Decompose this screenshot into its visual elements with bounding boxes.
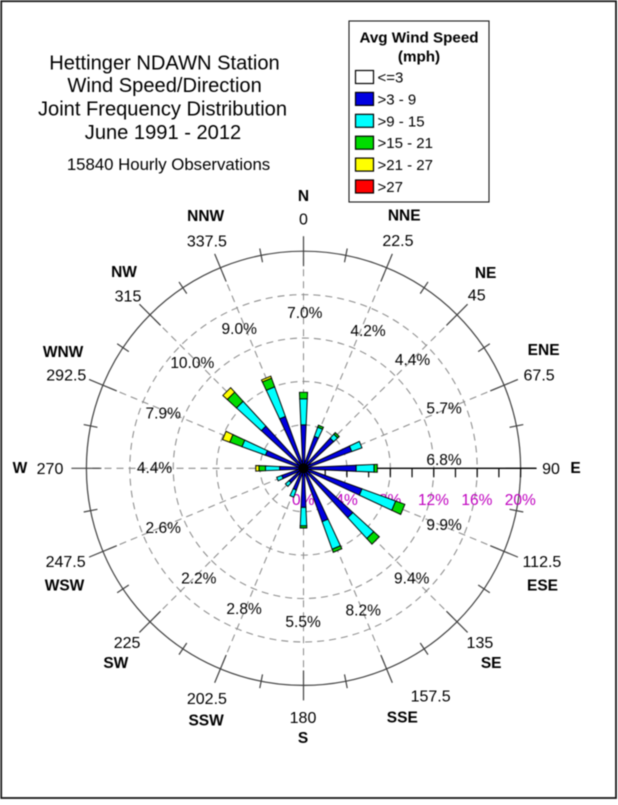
svg-text:45: 45 <box>468 287 486 304</box>
svg-text:2.8%: 2.8% <box>226 601 262 618</box>
svg-text:180: 180 <box>290 710 317 727</box>
svg-text:90: 90 <box>542 461 560 478</box>
svg-text:>27: >27 <box>378 179 403 196</box>
svg-text:E: E <box>570 460 580 477</box>
svg-text:Wind Speed/Direction: Wind Speed/Direction <box>67 75 261 97</box>
svg-text:9.4%: 9.4% <box>394 570 430 587</box>
svg-text:WSW: WSW <box>45 578 85 595</box>
svg-text:<=3: <=3 <box>378 70 404 87</box>
svg-text:4.2%: 4.2% <box>350 323 386 340</box>
svg-text:4.4%: 4.4% <box>137 460 173 477</box>
svg-text:NNE: NNE <box>388 207 421 224</box>
svg-text:7.9%: 7.9% <box>146 405 182 422</box>
svg-text:337.5: 337.5 <box>187 233 227 250</box>
svg-text:SSW: SSW <box>188 712 224 729</box>
svg-text:157.5: 157.5 <box>411 688 451 705</box>
svg-text:20%: 20% <box>505 492 536 509</box>
svg-text:270: 270 <box>37 461 64 478</box>
svg-text:112.5: 112.5 <box>522 554 561 571</box>
svg-text:(mph): (mph) <box>398 49 440 66</box>
svg-text:5.5%: 5.5% <box>285 614 321 631</box>
svg-text:0: 0 <box>299 212 308 229</box>
svg-text:315: 315 <box>115 288 142 305</box>
svg-text:Hettinger NDAWN Station: Hettinger NDAWN Station <box>49 53 279 75</box>
svg-text:NE: NE <box>475 265 497 282</box>
svg-text:202.5: 202.5 <box>187 691 227 708</box>
svg-text:67.5: 67.5 <box>524 368 555 385</box>
svg-text:8.2%: 8.2% <box>346 603 382 620</box>
svg-text:Joint Frequency Distribution: Joint Frequency Distribution <box>38 99 287 121</box>
svg-text:S: S <box>298 730 308 747</box>
svg-text:9.9%: 9.9% <box>426 517 462 534</box>
svg-text:12%: 12% <box>418 492 449 509</box>
svg-text:>15 - 21: >15 - 21 <box>378 135 433 152</box>
svg-text:>21 - 27: >21 - 27 <box>378 157 433 174</box>
svg-text:135: 135 <box>467 635 494 652</box>
svg-text:5.7%: 5.7% <box>426 401 462 418</box>
svg-text:W: W <box>13 460 28 477</box>
svg-text:22.5: 22.5 <box>382 233 413 250</box>
svg-text:SSE: SSE <box>387 709 418 726</box>
svg-text:2.2%: 2.2% <box>181 570 217 587</box>
svg-text:292.5: 292.5 <box>46 368 86 385</box>
svg-text:SW: SW <box>103 655 128 672</box>
svg-text:9.0%: 9.0% <box>222 321 258 338</box>
svg-text:WNW: WNW <box>43 344 84 361</box>
svg-text:10.0%: 10.0% <box>170 355 214 372</box>
svg-text:June 1991 - 2012: June 1991 - 2012 <box>85 122 241 144</box>
svg-text:SE: SE <box>481 655 502 672</box>
svg-text:15840 Hourly Observations: 15840 Hourly Observations <box>67 155 270 174</box>
svg-text:7.0%: 7.0% <box>287 305 323 322</box>
svg-text:>9 - 15: >9 - 15 <box>378 113 425 130</box>
svg-text:4.4%: 4.4% <box>395 352 431 369</box>
svg-text:6.8%: 6.8% <box>426 452 462 469</box>
svg-text:NW: NW <box>111 264 137 281</box>
svg-text:225: 225 <box>114 635 141 652</box>
svg-text:ENE: ENE <box>528 342 560 359</box>
svg-text:16%: 16% <box>461 492 492 509</box>
svg-text:Avg Wind Speed: Avg Wind Speed <box>359 30 478 47</box>
svg-text:NNW: NNW <box>187 208 224 225</box>
svg-text:>3 - 9: >3 - 9 <box>378 91 417 108</box>
svg-text:2.6%: 2.6% <box>146 520 182 537</box>
svg-text:N: N <box>298 188 309 205</box>
svg-text:247.5: 247.5 <box>46 554 86 571</box>
svg-text:ESE: ESE <box>527 578 558 595</box>
